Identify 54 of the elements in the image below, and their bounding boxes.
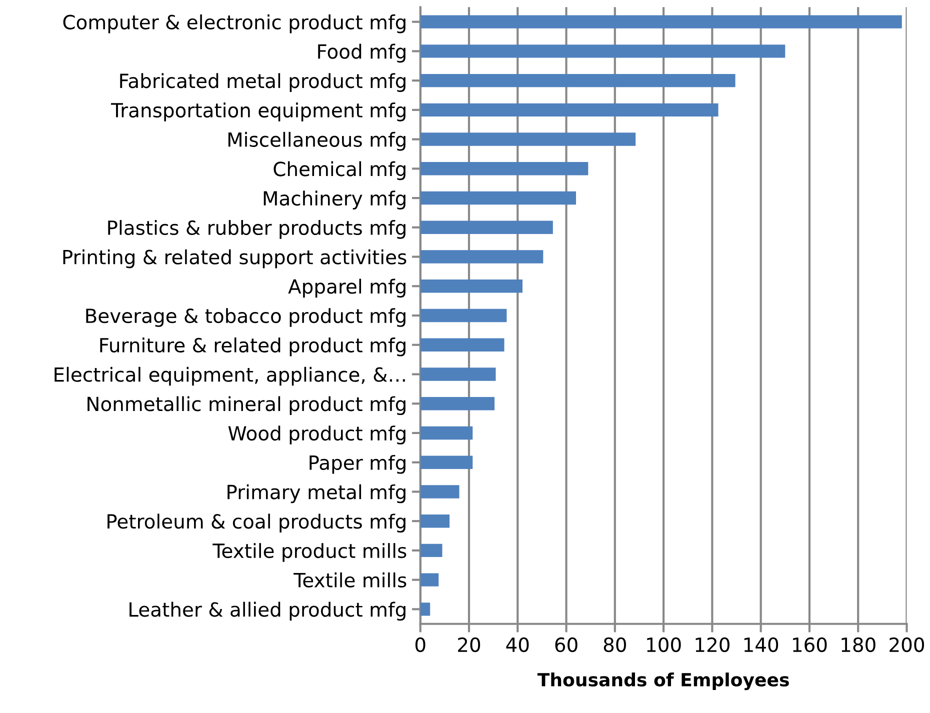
y-tick-label: Nonmetallic mineral product mfg — [88, 396, 406, 416]
bar — [420, 220, 553, 234]
bar — [420, 514, 450, 528]
y-tick-label: Machinery mfg — [264, 190, 406, 210]
bar — [420, 103, 718, 117]
x-tick-label: 140 — [744, 637, 778, 652]
bar — [420, 250, 544, 264]
bar — [420, 573, 439, 586]
bar — [420, 397, 495, 410]
bar — [420, 44, 786, 58]
bar — [420, 485, 460, 498]
y-tick-label: Wood product mfg — [228, 426, 406, 444]
x-axis-title: Thousands of Employees — [537, 672, 789, 690]
y-tick-label: Primary metal mfg — [228, 484, 406, 504]
y-tick-label: Electrical equipment, appliance, &… — [54, 366, 405, 386]
y-tick-label: Fabricated metal product mfg — [120, 73, 406, 92]
y-tick-label: Furniture & related product mfg — [100, 337, 406, 356]
bar — [420, 456, 473, 469]
x-tick-label: 120 — [696, 637, 730, 652]
y-tick-label: Chemical mfg — [274, 161, 406, 180]
y-tick-label: Petroleum & coal products mfg — [108, 514, 406, 533]
bar — [420, 132, 636, 146]
y-tick-label: Textile mills — [294, 572, 406, 588]
bar — [420, 308, 507, 322]
y-tick-label: Apparel mfg — [288, 278, 406, 298]
x-tick-label: 0 — [415, 637, 426, 652]
x-tick-label: 60 — [555, 637, 578, 652]
bar — [420, 15, 902, 28]
x-tick-label: 180 — [842, 637, 876, 652]
bar — [420, 426, 473, 440]
bar — [420, 280, 522, 293]
y-tick-label: Leather & allied product mfg — [130, 602, 406, 621]
bar — [420, 162, 588, 176]
y-tick-label: Paper mfg — [310, 454, 406, 474]
x-tick-label: 40 — [506, 637, 529, 652]
x-tick-label: 20 — [458, 637, 480, 652]
y-tick-label: Computer & electronic product mfg — [63, 14, 406, 34]
y-tick-label: Plastics & rubber products mfg — [108, 220, 406, 239]
bar — [420, 602, 430, 616]
bar — [420, 74, 736, 88]
x-tick-label: 160 — [793, 637, 827, 652]
y-tick-label: Transportation equipment mfg — [111, 102, 406, 122]
x-tick-label: 100 — [647, 637, 681, 652]
y-tick-label: Miscellaneous mfg — [228, 132, 406, 151]
y-tick-label: Beverage & tobacco product mfg — [86, 308, 406, 327]
y-tick-label: Textile product mills — [212, 543, 406, 562]
bar — [420, 368, 496, 381]
x-tick-label: 200 — [890, 637, 924, 652]
y-tick-label: Printing & related support activities — [63, 249, 406, 268]
bar — [420, 191, 576, 205]
bar — [420, 338, 504, 352]
bar — [420, 544, 442, 558]
y-tick-label: Food mfg — [318, 44, 406, 63]
x-tick-label: 80 — [604, 637, 626, 652]
